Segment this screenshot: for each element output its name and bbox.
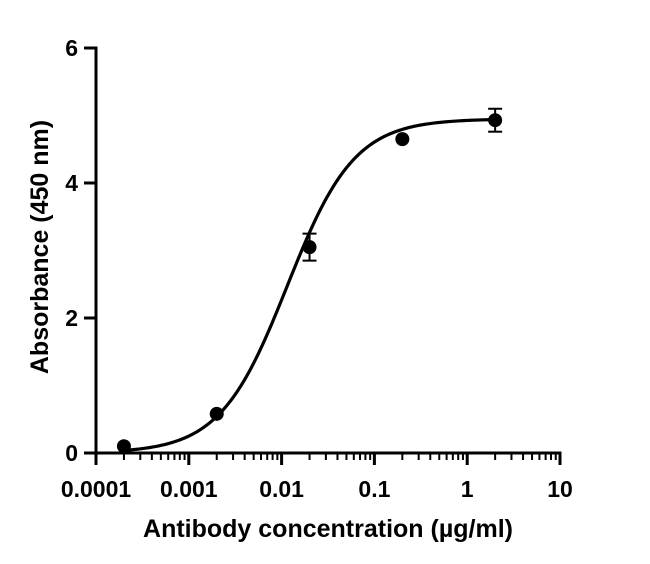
x-tick-label: 0.01: [259, 476, 304, 502]
x-tick-label: 10: [547, 476, 573, 502]
x-tick-label: 0.0001: [61, 476, 132, 502]
x-tick-label: 1: [461, 476, 474, 502]
y-axis-title: Absorbance (450 nm): [26, 120, 54, 374]
axes: [94, 46, 562, 455]
fit-curve: [123, 117, 496, 453]
data-points: [116, 107, 503, 454]
x-axis-ticks: 0.0001 0.001 0.01 0.1 1 10: [61, 453, 573, 502]
data-point: [209, 406, 224, 421]
data-point: [395, 132, 410, 147]
data-point: [116, 439, 131, 454]
data-point: [488, 113, 503, 128]
y-tick-label: 4: [65, 170, 78, 196]
y-tick-label: 6: [65, 35, 78, 61]
y-tick-label: 0: [65, 440, 78, 466]
x-tick-label: 0.1: [358, 476, 390, 502]
x-axis-title: Antibody concentration (µg/ml): [143, 515, 513, 543]
y-tick-label: 2: [65, 305, 78, 331]
y-axis-ticks: 0 2 4 6: [65, 35, 96, 466]
x-tick-label: 0.001: [160, 476, 218, 502]
data-point: [302, 240, 317, 255]
